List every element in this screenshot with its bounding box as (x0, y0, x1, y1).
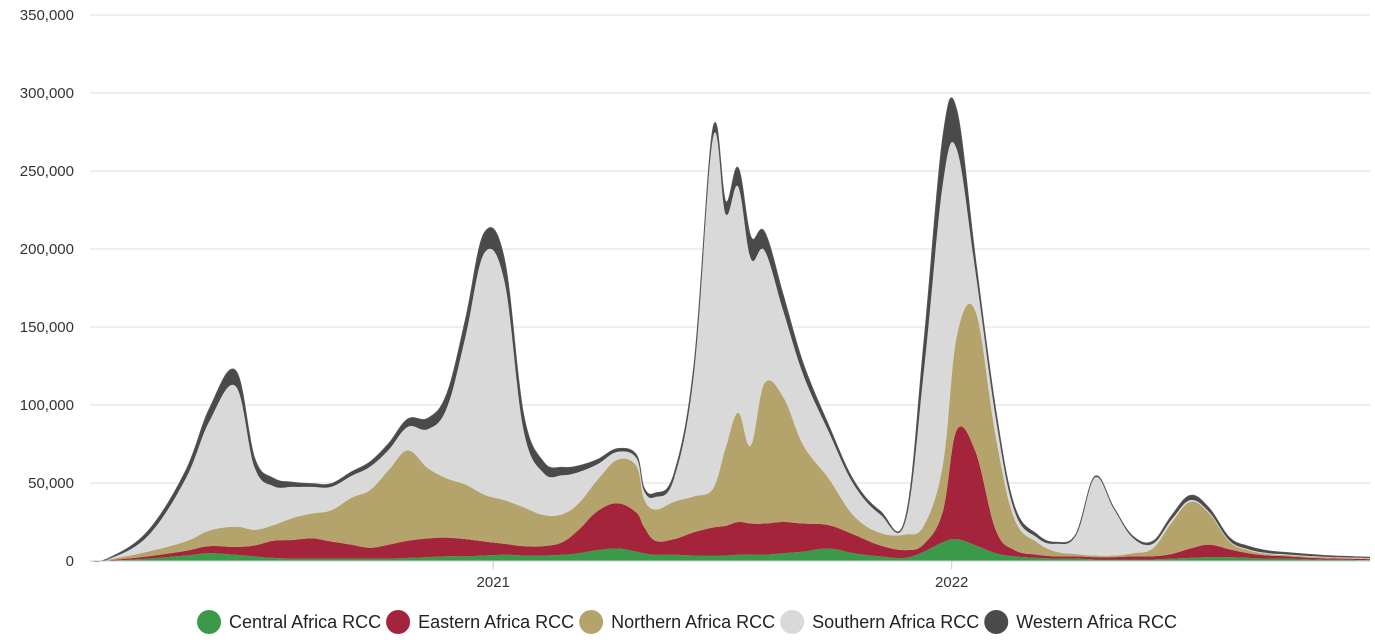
legend-label: Northern Africa RCC (611, 612, 775, 632)
y-tick-label: 150,000 (20, 319, 74, 336)
series-area-central-africa-rcc (90, 539, 1370, 561)
y-tick-label: 200,000 (20, 241, 74, 258)
series-area-southern-africa-rcc (90, 132, 1370, 562)
legend: Central Africa RCC Eastern Africa RCC Nort… (197, 610, 1177, 634)
x-tick-label: 2021 (477, 574, 510, 591)
y-tick-label: 350,000 (20, 7, 74, 24)
y-tick-label: 250,000 (20, 163, 74, 180)
legend-marker (386, 610, 411, 634)
series-area-northern-africa-rcc (90, 303, 1370, 561)
x-tick-label: 2022 (935, 574, 968, 591)
legend-label: Eastern Africa RCC (418, 612, 574, 632)
axes: 0 50,000 100,000 150,000 200,000 250,000 300,0… (20, 7, 1370, 591)
legend-item: Central Africa RCC (197, 610, 381, 634)
y-tick-label: 0 (66, 553, 74, 570)
y-tick-label: 50,000 (28, 475, 74, 492)
legend-label: Southern Africa RCC (812, 612, 979, 632)
y-tick-label: 100,000 (20, 397, 74, 414)
legend-marker (197, 610, 222, 634)
legend-marker (579, 610, 604, 634)
legend-label: Western Africa RCC (1016, 612, 1177, 632)
total-outline (89, 97, 1371, 562)
legend-item: Southern Africa RCC (780, 610, 979, 634)
plot-area (89, 97, 1371, 562)
legend-marker (984, 610, 1009, 634)
legend-label: Central Africa RCC (229, 612, 381, 632)
series-area-eastern-africa-rcc (90, 426, 1370, 561)
y-tick-label: 300,000 (20, 85, 74, 102)
legend-item: Northern Africa RCC (579, 610, 775, 634)
legend-marker (780, 610, 805, 634)
legend-item: Western Africa RCC (984, 610, 1177, 634)
legend-item: Eastern Africa RCC (386, 610, 574, 634)
